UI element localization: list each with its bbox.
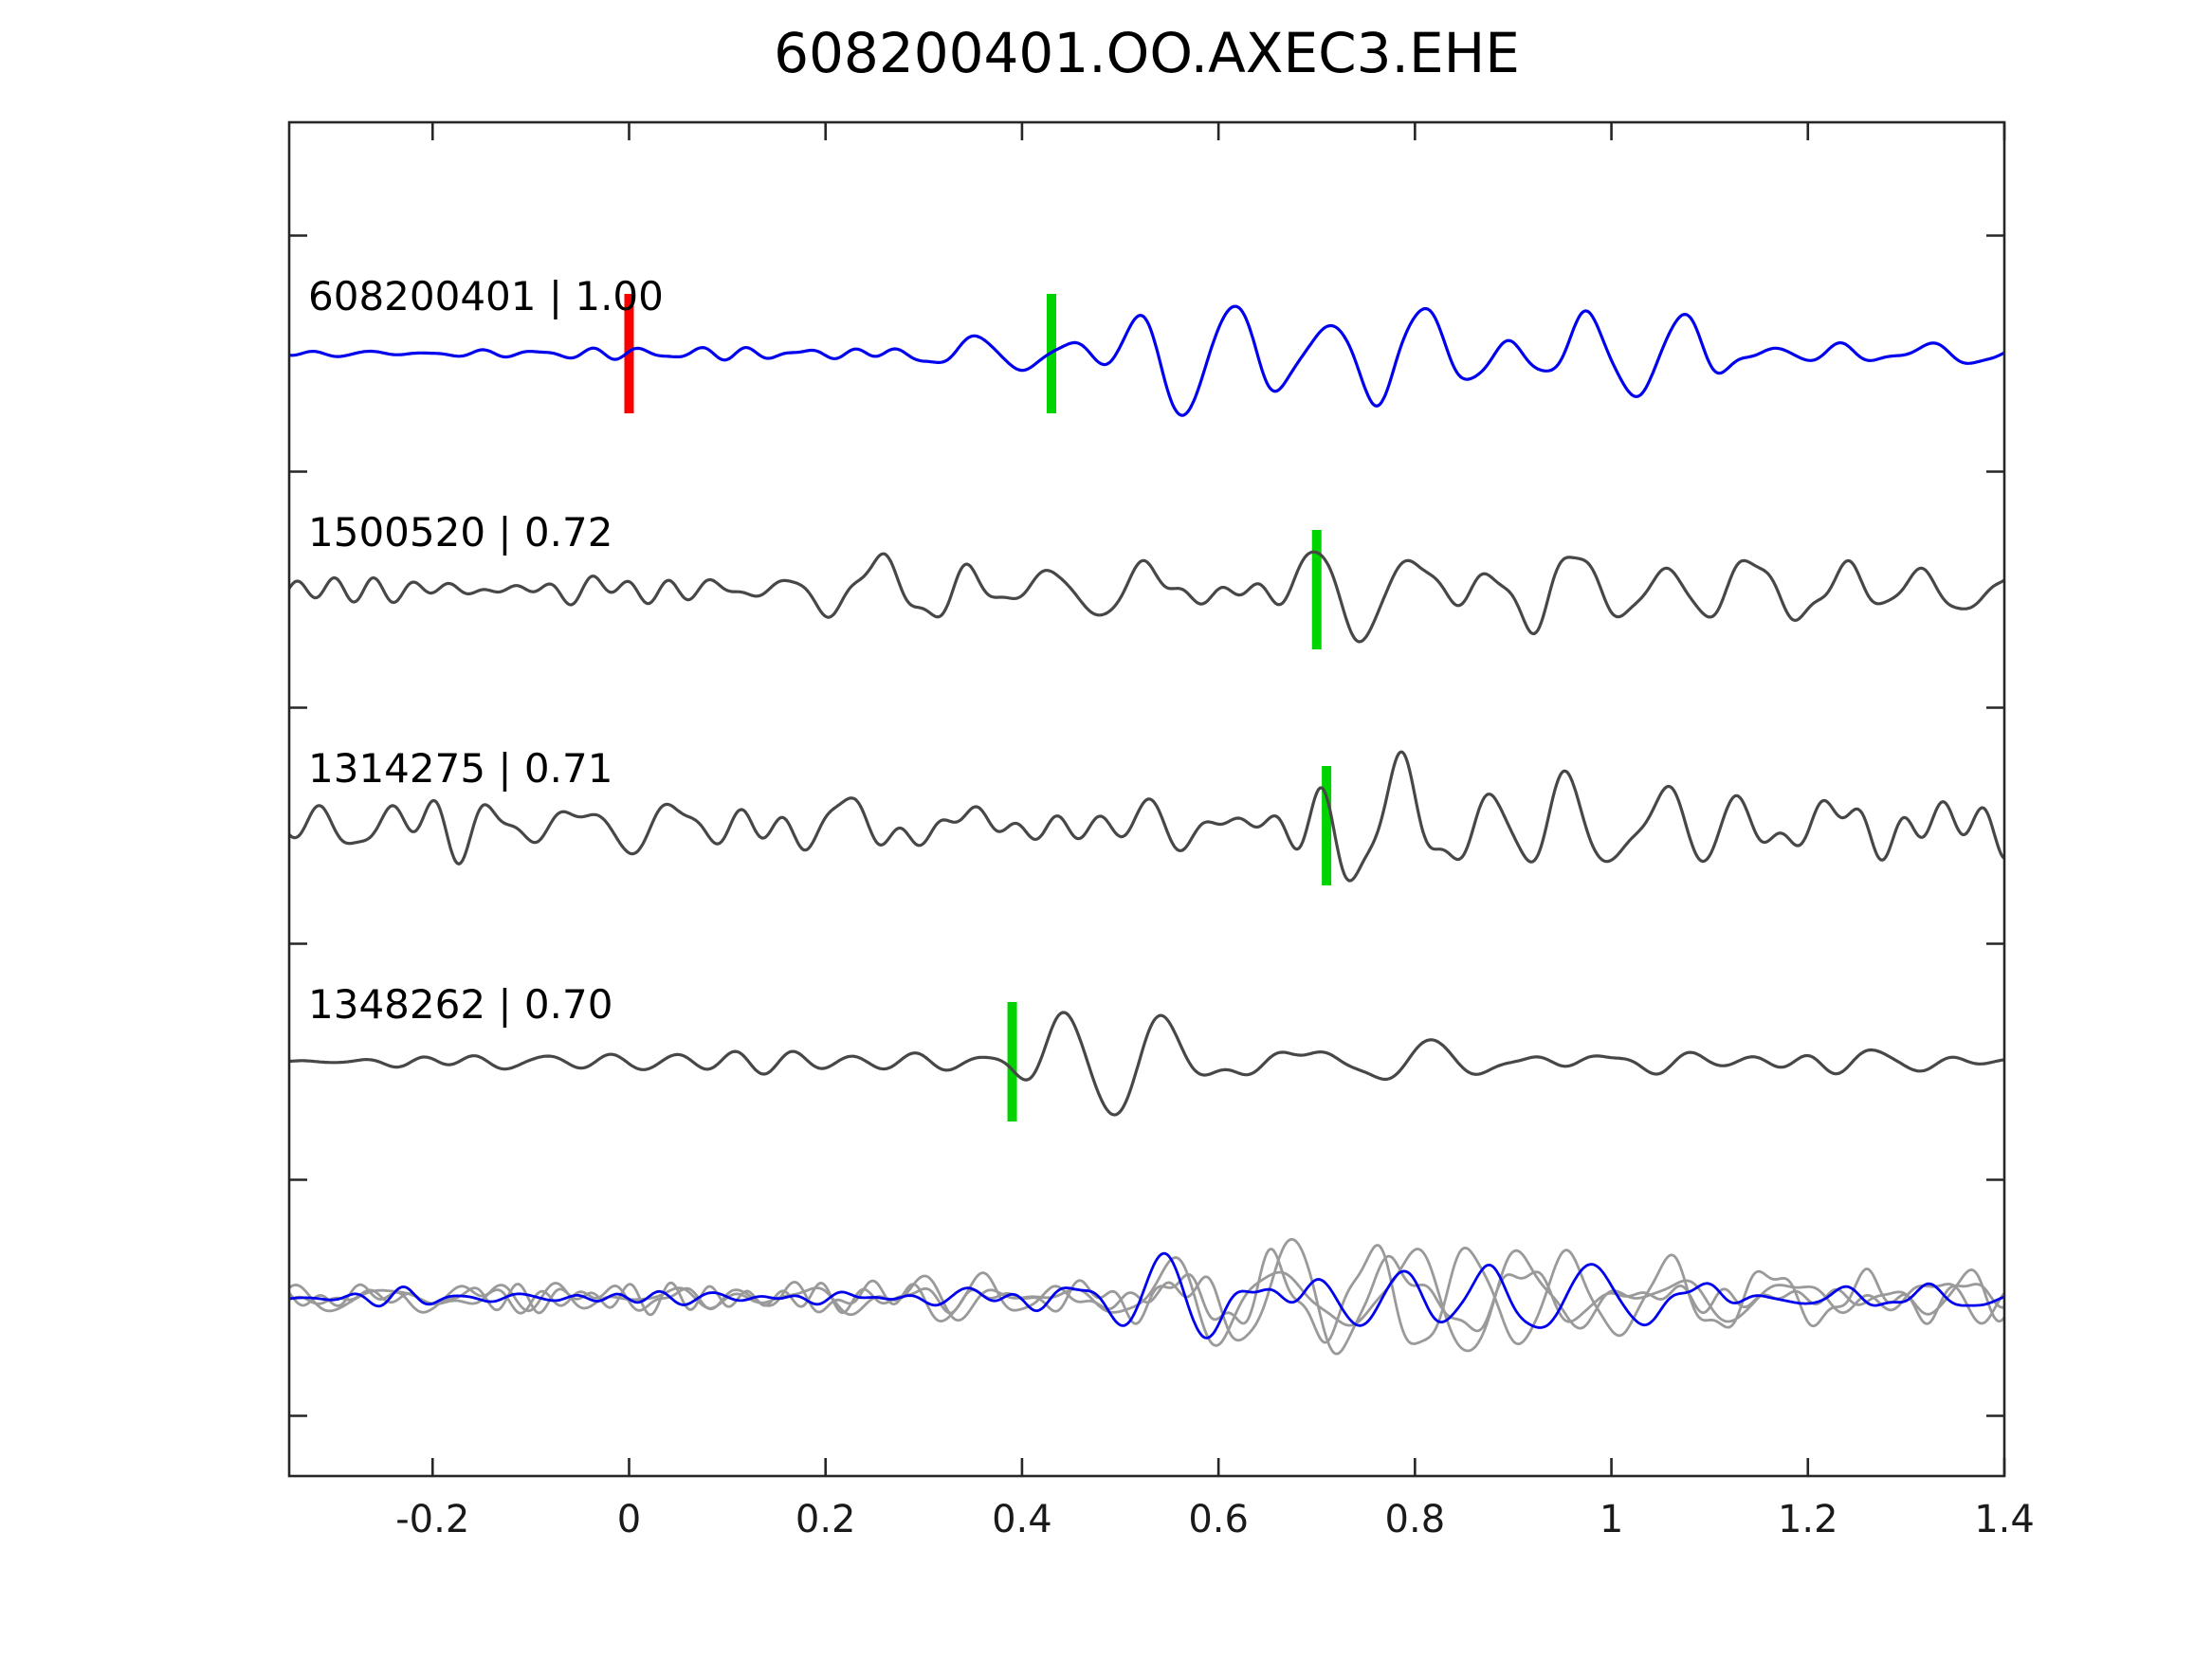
figure-title: 608200401.OO.AXEC3.EHE — [774, 21, 1520, 85]
trace-waveform-1314275 — [289, 750, 2004, 883]
trace-waveform-1500520 — [289, 550, 2004, 644]
pick-marker-green — [1311, 530, 1322, 649]
overlay-waveform-gray-0 — [289, 1244, 2004, 1345]
axes-box — [287, 120, 2006, 1478]
trace-waveform-1348262 — [289, 1011, 2004, 1117]
origin-marker-red — [624, 294, 634, 413]
overlay-waveform-gray-2 — [289, 1248, 2004, 1353]
overlay-waveform-reference — [289, 1251, 2004, 1340]
pick-marker-green — [1322, 766, 1332, 885]
plot-region — [289, 294, 2004, 1356]
trace-waveform-608200401 — [289, 304, 2004, 417]
pick-marker-green — [1007, 1002, 1017, 1121]
